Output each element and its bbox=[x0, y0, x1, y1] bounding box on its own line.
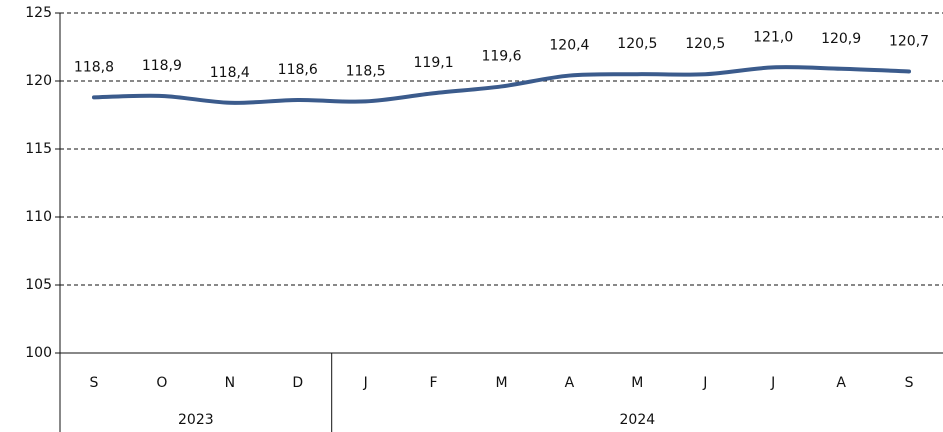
data-label: 120,5 bbox=[685, 36, 725, 52]
y-tick-label: 120 bbox=[25, 73, 52, 89]
x-tick-label: J bbox=[770, 375, 775, 391]
data-label: 118,9 bbox=[142, 58, 182, 74]
x-tick-label: D bbox=[292, 375, 303, 391]
y-tick-label: 115 bbox=[25, 141, 52, 157]
x-tick-label: S bbox=[90, 375, 99, 391]
x-tick-label: M bbox=[631, 375, 643, 391]
group-label: 2024 bbox=[620, 412, 656, 428]
data-label: 118,8 bbox=[74, 59, 114, 75]
data-label: 120,5 bbox=[617, 36, 657, 52]
x-tick-label: S bbox=[905, 375, 914, 391]
x-tick-label: F bbox=[430, 375, 438, 391]
x-tick-label: N bbox=[225, 375, 235, 391]
data-label: 118,5 bbox=[346, 63, 386, 79]
y-tick-label: 110 bbox=[25, 209, 52, 225]
data-label: 121,0 bbox=[753, 29, 793, 45]
x-tick-label: A bbox=[836, 375, 846, 391]
data-label: 120,7 bbox=[889, 33, 929, 49]
x-tick-label: J bbox=[363, 375, 368, 391]
group-label: 2023 bbox=[178, 412, 214, 428]
series-line bbox=[91, 65, 912, 105]
data-label: 120,4 bbox=[549, 38, 589, 54]
y-tick-label: 105 bbox=[25, 277, 52, 293]
data-label: 118,6 bbox=[278, 62, 318, 78]
data-label: 120,9 bbox=[821, 31, 861, 47]
x-tick-label: O bbox=[156, 375, 167, 391]
x-tick-label: A bbox=[565, 375, 575, 391]
data-label: 118,4 bbox=[210, 65, 250, 81]
y-tick-label: 100 bbox=[25, 345, 52, 361]
x-tick-label: M bbox=[495, 375, 507, 391]
y-tick-label: 125 bbox=[25, 5, 52, 21]
x-tick-label: J bbox=[702, 375, 707, 391]
data-label: 119,1 bbox=[414, 55, 454, 71]
data-label: 119,6 bbox=[481, 48, 521, 64]
